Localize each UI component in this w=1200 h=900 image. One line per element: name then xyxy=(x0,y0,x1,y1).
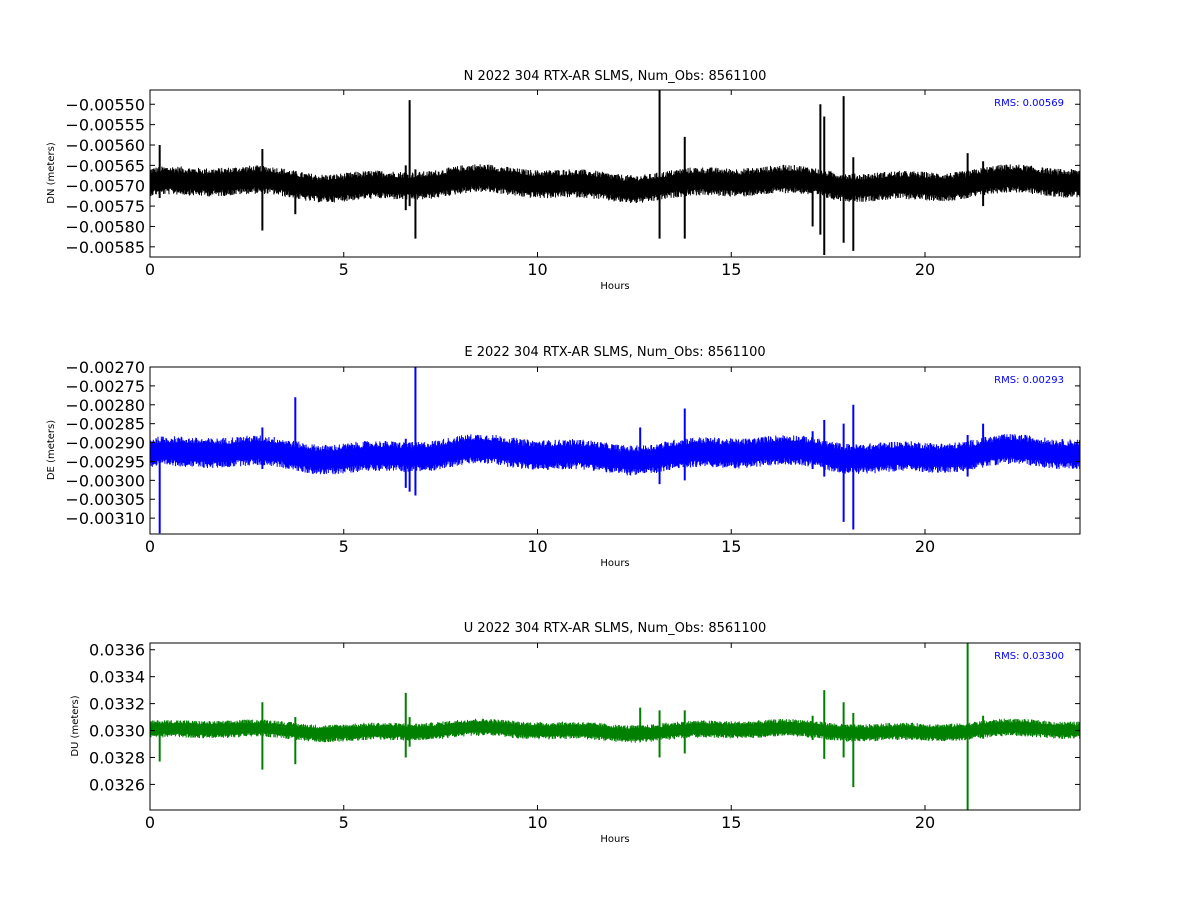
x-tick-label: 15 xyxy=(721,813,741,832)
y-tick-label: 0.0330 xyxy=(89,722,145,741)
y-tick-label: −0.00555 xyxy=(65,116,145,135)
panel-north: N 2022 304 RTX-AR SLMS, Num_Obs: 8561100… xyxy=(46,69,1081,292)
series-line xyxy=(150,434,1080,476)
y-tick-label: 0.0328 xyxy=(89,748,145,767)
x-tick-label: 5 xyxy=(339,813,349,832)
series-line xyxy=(150,718,1080,743)
y-tick-label: −0.00270 xyxy=(65,358,145,377)
x-tick-label: 0 xyxy=(145,813,155,832)
y-tick-label: −0.00295 xyxy=(65,452,145,471)
series-line xyxy=(150,164,1080,203)
y-tick-label: −0.00570 xyxy=(65,177,145,196)
y-axis-label: DU (meters) xyxy=(70,695,81,756)
x-tick-label: 10 xyxy=(527,537,547,556)
plot-frame xyxy=(149,89,1081,258)
x-tick-label: 15 xyxy=(721,537,741,556)
x-axis-label: Hours xyxy=(600,558,629,569)
y-tick-label: −0.00300 xyxy=(65,471,145,490)
plot-area xyxy=(150,90,1080,255)
y-tick-label: −0.00310 xyxy=(65,509,145,528)
x-tick-label: 5 xyxy=(339,537,349,556)
panel-title: E 2022 304 RTX-AR SLMS, Num_Obs: 8561100 xyxy=(464,345,765,360)
y-tick-label: −0.00580 xyxy=(65,217,145,236)
y-tick-label: 0.0336 xyxy=(89,641,145,660)
x-tick-label: 20 xyxy=(915,537,935,556)
x-tick-label: 0 xyxy=(145,260,155,279)
x-axis-label: Hours xyxy=(600,834,629,845)
y-tick-label: −0.00280 xyxy=(65,396,145,415)
x-tick-label: 5 xyxy=(339,260,349,279)
panel-title: U 2022 304 RTX-AR SLMS, Num_Obs: 8561100 xyxy=(464,621,767,636)
y-tick-label: 0.0334 xyxy=(89,668,145,687)
rms-annotation: RMS: 0.00569 xyxy=(994,98,1064,109)
y-tick-label: −0.00305 xyxy=(65,490,145,509)
panel-up: U 2022 304 RTX-AR SLMS, Num_Obs: 8561100… xyxy=(70,621,1081,845)
plot-area xyxy=(150,643,1080,810)
y-tick-label: 0.0326 xyxy=(89,775,145,794)
x-tick-label: 20 xyxy=(915,813,935,832)
y-tick-label: −0.00575 xyxy=(65,197,145,216)
y-axis-label: DE (meters) xyxy=(46,420,57,480)
y-tick-label: 0.0332 xyxy=(89,695,145,714)
x-tick-label: 20 xyxy=(915,260,935,279)
x-tick-label: 0 xyxy=(145,537,155,556)
y-tick-label: −0.00290 xyxy=(65,434,145,453)
panel-east: E 2022 304 RTX-AR SLMS, Num_Obs: 8561100… xyxy=(46,345,1081,569)
x-tick-label: 15 xyxy=(721,260,741,279)
rms-annotation: RMS: 0.03300 xyxy=(994,651,1064,662)
x-tick-label: 10 xyxy=(527,260,547,279)
y-tick-label: −0.00275 xyxy=(65,377,145,396)
panel-title: N 2022 304 RTX-AR SLMS, Num_Obs: 8561100 xyxy=(464,69,767,84)
x-tick-label: 10 xyxy=(527,813,547,832)
y-tick-label: −0.00285 xyxy=(65,415,145,434)
y-tick-label: −0.00565 xyxy=(65,156,145,175)
plot-area xyxy=(150,367,1080,534)
plot-frame xyxy=(149,642,1081,811)
x-axis-label: Hours xyxy=(600,281,629,292)
y-tick-label: −0.00560 xyxy=(65,136,145,155)
plot-frame xyxy=(149,366,1081,535)
rms-annotation: RMS: 0.00293 xyxy=(994,375,1064,386)
y-axis-label: DN (meters) xyxy=(46,142,57,204)
y-tick-label: −0.00585 xyxy=(65,238,145,257)
y-tick-label: −0.00550 xyxy=(65,95,145,114)
